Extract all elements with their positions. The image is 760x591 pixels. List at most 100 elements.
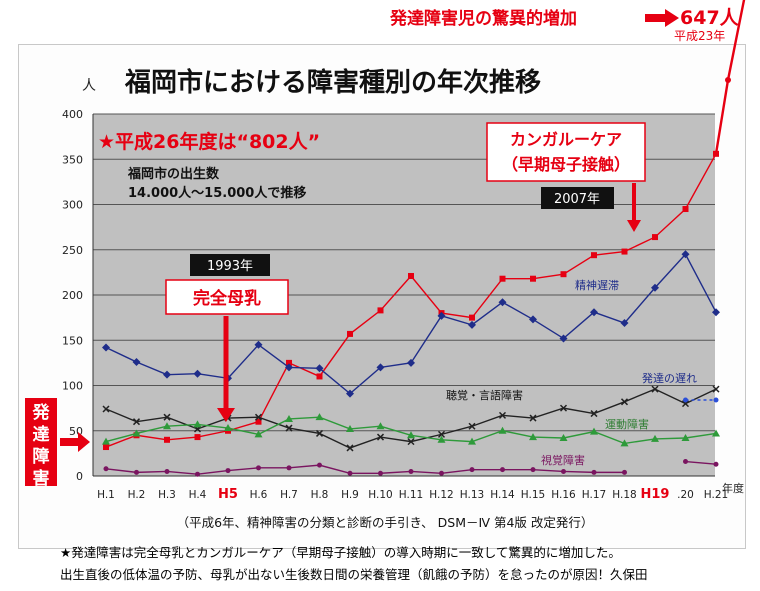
births-note-2: 14.000人～15.000人で推移 bbox=[128, 185, 306, 201]
data-point bbox=[163, 413, 171, 421]
data-point bbox=[132, 418, 141, 426]
x-tick-label: H.6 bbox=[250, 489, 268, 501]
births-note-1: 福岡市の出生数 bbox=[127, 166, 220, 182]
data-point bbox=[681, 250, 690, 259]
data-point bbox=[164, 468, 170, 474]
x-unit: 年度 bbox=[722, 481, 744, 495]
source-note: （平成6年、精神障害の分類と診断の手引き、 DSM－Ⅳ 第4版 改定発行） bbox=[177, 515, 594, 530]
data-point bbox=[347, 330, 353, 337]
label-choukaku: 聴覚・言語障害 bbox=[446, 388, 523, 402]
data-point bbox=[498, 411, 507, 419]
data-point bbox=[315, 413, 324, 421]
data-point bbox=[591, 469, 597, 475]
chart-title: 福岡市における障害種別の年次推移 bbox=[125, 68, 542, 98]
data-point bbox=[559, 334, 568, 343]
data-point bbox=[621, 248, 628, 255]
data-point bbox=[134, 469, 139, 475]
top-sub: 平成23年 bbox=[674, 29, 726, 43]
x-tick-label: H.7 bbox=[280, 489, 298, 501]
label-seishin: 精神遅滞 bbox=[575, 278, 619, 292]
data-point bbox=[346, 424, 354, 432]
data-point bbox=[620, 398, 629, 406]
data-point bbox=[163, 370, 171, 379]
data-point bbox=[561, 468, 566, 474]
arrow-2007-head bbox=[627, 220, 641, 232]
y-tick-label: 150 bbox=[62, 334, 83, 347]
data-point bbox=[347, 470, 353, 476]
data-point bbox=[500, 467, 505, 473]
x-tick-label: H19 bbox=[641, 487, 670, 502]
x-tick-label: H.10 bbox=[368, 489, 392, 501]
x-tick-label: H.1 bbox=[97, 489, 115, 501]
data-point bbox=[286, 465, 292, 471]
data-point bbox=[620, 439, 629, 447]
data-point bbox=[529, 433, 537, 441]
data-point bbox=[439, 470, 444, 476]
kangaroo-box bbox=[486, 122, 646, 182]
data-point bbox=[681, 433, 690, 441]
data-point bbox=[285, 363, 293, 372]
x-tick-label: H.17 bbox=[582, 489, 606, 501]
y-tick-label: 400 bbox=[62, 108, 83, 121]
data-point bbox=[224, 424, 232, 432]
data-point bbox=[132, 357, 141, 366]
data-point bbox=[590, 410, 598, 418]
data-point bbox=[437, 430, 446, 438]
x-tick-label: H.18 bbox=[612, 489, 636, 501]
data-point bbox=[376, 363, 385, 372]
data-point bbox=[102, 437, 110, 445]
data-point bbox=[591, 252, 597, 259]
series-line bbox=[685, 460, 717, 465]
data-point bbox=[559, 404, 568, 412]
side-arrow-icon bbox=[60, 432, 90, 452]
data-point bbox=[377, 307, 384, 314]
data-point bbox=[498, 426, 507, 434]
data-point bbox=[194, 434, 201, 441]
data-point bbox=[712, 308, 720, 317]
data-point bbox=[102, 405, 110, 413]
data-point bbox=[254, 413, 263, 421]
y-tick-label: 200 bbox=[62, 289, 83, 302]
data-point bbox=[651, 385, 659, 393]
data-point bbox=[437, 311, 446, 320]
label-hattatsu: 発達の遅れ bbox=[642, 371, 697, 385]
x-tick-label: H.11 bbox=[399, 489, 423, 501]
x-tick-label: H.15 bbox=[521, 489, 545, 501]
data-point bbox=[102, 343, 110, 352]
data-point bbox=[285, 414, 293, 422]
data-point bbox=[254, 340, 263, 349]
year1993-label: 1993年 bbox=[207, 259, 253, 274]
data-point bbox=[407, 431, 415, 439]
series-line bbox=[105, 464, 625, 475]
data-point bbox=[713, 461, 719, 467]
y-tick-label: 350 bbox=[62, 153, 83, 166]
x-tick-label: .20 bbox=[677, 489, 694, 501]
data-point bbox=[651, 283, 659, 292]
data-point bbox=[315, 364, 324, 373]
x-tick-label: H.13 bbox=[460, 489, 484, 501]
x-tick-label: H.2 bbox=[128, 489, 146, 501]
year1993-box bbox=[190, 254, 270, 276]
kangaroo-label-2: （早期母子接触） bbox=[502, 155, 630, 174]
heisei26-note: ★平成26年度は“802人” bbox=[98, 130, 320, 153]
data-point bbox=[346, 389, 354, 398]
extension-line bbox=[714, 0, 746, 155]
breastfeed-label: 完全母乳 bbox=[193, 288, 261, 309]
data-point bbox=[590, 427, 598, 435]
data-point bbox=[712, 385, 720, 393]
x-tick-label: H.9 bbox=[341, 489, 359, 501]
data-point bbox=[530, 467, 536, 473]
data-point bbox=[469, 467, 475, 473]
year2007-label: 2007年 bbox=[554, 192, 600, 207]
data-point bbox=[683, 459, 688, 465]
data-point bbox=[681, 400, 690, 408]
data-point bbox=[713, 397, 719, 403]
data-point bbox=[620, 319, 629, 328]
breastfeed-box bbox=[165, 279, 289, 315]
data-point bbox=[103, 466, 109, 472]
y-tick-label: 0 bbox=[76, 470, 83, 483]
data-point bbox=[163, 422, 171, 430]
top-value: 647人 bbox=[680, 7, 739, 29]
data-point bbox=[683, 397, 688, 403]
